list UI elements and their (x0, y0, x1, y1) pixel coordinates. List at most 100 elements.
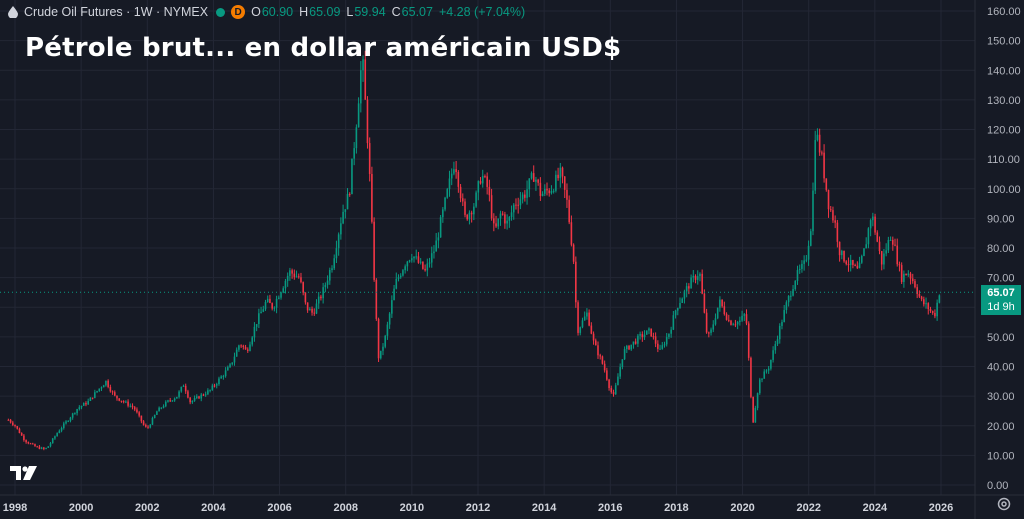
candle-body (67, 420, 70, 422)
candle-body (559, 167, 562, 179)
candle-body (426, 263, 429, 271)
time-axis[interactable]: 1998 2000 2002 2004 2006 2008 2010 2012 2014 2016… (3, 502, 953, 514)
candle-body (887, 240, 890, 251)
candle-body (47, 446, 50, 448)
candle-body (96, 390, 98, 393)
candle-body (311, 308, 313, 313)
candle-body (240, 345, 242, 347)
candle-body (688, 286, 690, 289)
candle-body (291, 270, 293, 274)
candle-body (885, 250, 887, 254)
candle-body (14, 424, 16, 427)
candle-body (790, 295, 792, 297)
candle-body (65, 421, 67, 424)
candle-body (756, 393, 759, 408)
candle-body (453, 169, 455, 174)
candle-body (708, 332, 710, 334)
candle-body (142, 421, 145, 425)
candle-body (539, 182, 542, 196)
candle-body (286, 275, 289, 281)
candle-body (309, 308, 311, 311)
candle-body (898, 264, 901, 266)
candle-body (218, 378, 220, 385)
candle-body (455, 169, 457, 173)
candle-body (459, 186, 462, 199)
close-value: 65.07 (401, 5, 433, 19)
candle-body (138, 412, 140, 416)
time-tick-label: 2014 (532, 502, 557, 514)
candle-body (7, 419, 10, 421)
candle-body (761, 378, 763, 380)
candle-body (925, 303, 927, 305)
candle-body (783, 310, 785, 323)
candle-body (23, 435, 25, 441)
symbol-title[interactable]: Crude Oil Futures · 1W · NYMEX (24, 5, 209, 19)
candle-body (382, 346, 384, 351)
candle-body (878, 241, 881, 252)
candle-body (614, 385, 617, 395)
candle-body (278, 297, 280, 299)
candle-body (911, 278, 914, 282)
candle-body (776, 339, 779, 345)
candle-body (180, 386, 183, 392)
candle-body (397, 277, 400, 279)
candle-body (60, 427, 63, 431)
candle-body (477, 181, 480, 193)
candle-body (145, 424, 147, 427)
candle-body (668, 333, 670, 338)
candle-body (681, 298, 684, 303)
candle-body (634, 341, 637, 344)
candle-body (391, 300, 393, 314)
candle-body (109, 386, 112, 392)
candle-body (326, 280, 329, 285)
candle-body (679, 302, 681, 309)
candle-body (920, 296, 923, 300)
close-label: C (391, 5, 401, 19)
candle-body (934, 312, 936, 317)
candle-body (900, 265, 903, 282)
candle-body (182, 385, 185, 387)
candle-body (929, 308, 932, 311)
candle-body (841, 250, 843, 256)
candle-body (608, 379, 610, 389)
candle-body (470, 212, 473, 215)
candle-body (373, 221, 375, 280)
candle-body (464, 201, 466, 215)
candle-body (914, 281, 916, 288)
candle-body (716, 307, 719, 319)
candle-body (712, 324, 715, 330)
candle-body (863, 248, 865, 256)
tradingview-logo-icon[interactable] (10, 466, 38, 482)
candle-body (235, 349, 238, 357)
candle-body (630, 344, 633, 350)
price-axis[interactable]: 0.0010.0020.0030.0040.0050.0060.0070.008… (987, 6, 1021, 492)
candle-body (133, 407, 136, 410)
candle-body (78, 407, 81, 410)
candle-body (594, 340, 597, 346)
candle-body (905, 273, 907, 276)
candle-body (56, 433, 58, 437)
candle-body (836, 222, 839, 242)
gear-icon[interactable] (996, 496, 1012, 512)
candle-body (27, 442, 30, 444)
candle-body (490, 195, 493, 219)
candle-body (202, 394, 205, 396)
candle-body (674, 310, 677, 316)
candle-body (530, 173, 533, 179)
candle-body (346, 193, 349, 210)
candle-body (659, 348, 661, 350)
candles (7, 50, 941, 451)
symbol-legend[interactable]: Crude Oil Futures · 1W · NYMEX D O 60.90 … (8, 4, 531, 20)
data-badge[interactable]: D (231, 5, 246, 19)
candle-body (495, 223, 497, 227)
candle-body (40, 447, 43, 449)
candle-body (601, 356, 604, 364)
price-tick-label: 120.00 (987, 125, 1021, 137)
candle-body (162, 406, 165, 408)
candle-body (488, 186, 491, 196)
candle-body (413, 256, 415, 259)
candle-body (74, 413, 76, 415)
candle-body (158, 407, 160, 412)
candle-body (273, 307, 276, 309)
